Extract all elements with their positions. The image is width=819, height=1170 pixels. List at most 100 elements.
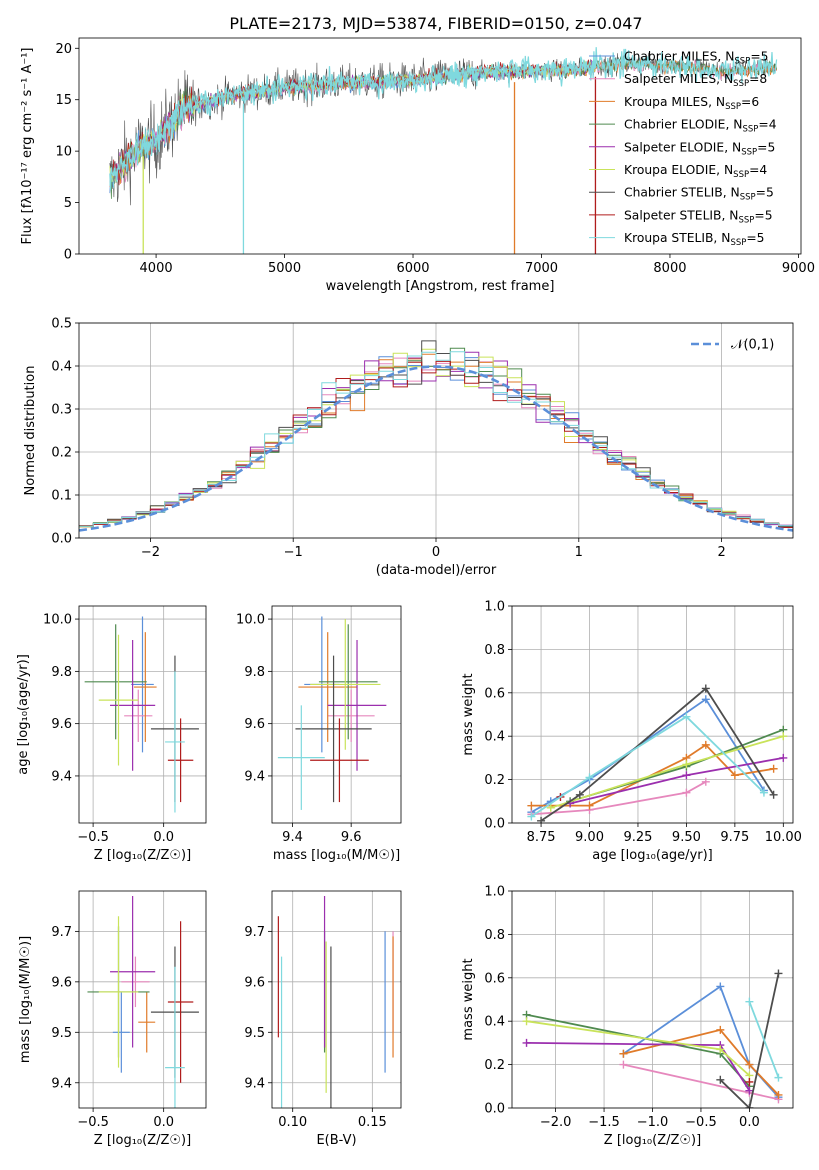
weight-marker — [527, 801, 536, 810]
y-tick-label: 9.4 — [244, 769, 265, 784]
weight-marker — [682, 712, 691, 721]
y-tick-label: 9.6 — [244, 975, 265, 990]
weight-marker — [716, 1045, 725, 1054]
panel-residuals: −2 −1 0 1 2 0.0 0.1 0.2 0.3 0.4 0.5 (data-model)/er… — [23, 317, 794, 578]
y-axis-label: Normed distribution — [23, 366, 38, 496]
y-tick-label: 0.8 — [484, 928, 505, 943]
weight-marker — [716, 1025, 725, 1034]
x-tick-label: −0.5 — [685, 1115, 717, 1130]
axes-border — [511, 605, 794, 824]
weight-marker — [779, 732, 788, 741]
weight-series-line — [748, 1001, 780, 1078]
y-tick-label: 9.6 — [51, 975, 72, 990]
weight-series-line — [530, 715, 765, 818]
weight-marker — [745, 1104, 754, 1108]
weight-marker — [701, 777, 710, 786]
y-tick-label: 0.3 — [51, 403, 72, 418]
weight-marker — [745, 997, 754, 1006]
legend-entry: Kroupa ELODIE, NSSP=4 — [624, 163, 767, 180]
panel-mass_vs_ebv: 0.10 0.15 9.4 9.5 9.6 9.7 E(B-V) — [244, 890, 402, 1148]
weight-marker — [546, 803, 555, 812]
x-tick-label: 9.6 — [341, 830, 362, 845]
panel-age_vs_mass: 9.4 9.6 9.4 9.6 9.8 10.0 mass [log₁₀(M/M☉)] — [236, 605, 402, 863]
x-tick-label: −1 — [284, 545, 303, 560]
panel-age_vs_Z: −0.5 0.0 9.4 9.6 9.8 10.0 Z [log₁₀(Z/Z☉)] age [… — [16, 605, 207, 863]
y-tick-label: 0.8 — [484, 643, 505, 658]
x-axis-label: wavelength [Angstrom, rest frame] — [326, 279, 555, 294]
weight-marker — [769, 790, 778, 799]
x-tick-label: 0.15 — [358, 1115, 387, 1130]
y-tick-label: 0.0 — [51, 532, 72, 547]
figure-title: PLATE=2173, MJD=53874, FIBERID=0150, z=0… — [229, 14, 642, 33]
weight-marker — [701, 740, 710, 749]
y-tick-label: 9.5 — [244, 1026, 265, 1041]
y-tick-label: 0.1 — [51, 489, 72, 504]
weight-marker — [522, 1017, 531, 1026]
y-tick-label: 1.0 — [484, 885, 505, 900]
y-tick-label: 9.8 — [51, 665, 72, 680]
y-axis-label: Flux [fλ10⁻¹⁷ erg cm⁻² s⁻¹ A⁻¹] — [20, 48, 35, 245]
y-tick-label: 0.2 — [484, 773, 505, 788]
x-tick-label: 9.25 — [623, 830, 652, 845]
y-axis-label: mass weight — [461, 673, 476, 755]
y-tick-label: 0.4 — [51, 360, 72, 375]
weight-marker — [730, 771, 739, 780]
weight-marker — [619, 1049, 628, 1058]
y-tick-label: 9.4 — [51, 769, 72, 784]
x-axis-label: (data-model)/error — [376, 563, 497, 578]
axes-border — [78, 605, 207, 824]
y-tick-label: 0.0 — [484, 817, 505, 832]
weight-marker — [527, 812, 536, 821]
x-tick-label: 10.00 — [765, 830, 802, 845]
panel-mass_vs_Z: −0.5 0.0 9.4 9.5 9.6 9.7 Z [log₁₀(Z/Z☉)] mass [… — [18, 890, 207, 1148]
legend-entry: Kroupa STELIB, NSSP=5 — [624, 231, 765, 248]
x-tick-label: 1 — [575, 545, 583, 560]
y-axis-label: mass weight — [461, 958, 476, 1040]
weight-series-line — [540, 687, 775, 822]
x-axis-label: mass [log₁₀(M/M☉)] — [273, 848, 400, 863]
legend-entry: Salpeter STELIB, NSSP=5 — [624, 208, 773, 225]
y-tick-label: 10 — [55, 145, 72, 160]
weight-marker — [716, 982, 725, 991]
y-tick-label: 9.5 — [51, 1026, 72, 1041]
y-tick-label: 9.7 — [51, 925, 72, 940]
x-tick-label: 7000 — [525, 261, 558, 276]
weight-marker — [619, 1060, 628, 1069]
weight-marker — [701, 684, 710, 693]
plot-area — [84, 616, 199, 813]
weight-marker — [779, 753, 788, 762]
y-tick-label: 10.0 — [236, 613, 265, 628]
y-tick-label: 0.6 — [484, 686, 505, 701]
x-axis-label: Z [log₁₀(Z/Z☉)] — [94, 848, 191, 863]
weight-series-line — [531, 743, 774, 807]
weight-marker — [575, 790, 584, 799]
weight-series-line — [531, 781, 707, 816]
x-tick-label: 9.75 — [720, 830, 749, 845]
y-tick-label: 9.7 — [244, 925, 265, 940]
x-tick-label: 0.10 — [278, 1115, 307, 1130]
x-axis-label: E(B-V) — [316, 1133, 356, 1148]
panel-weight_vs_Z: −2.0 −1.5 −1.0 −0.5 0.0 0.0 0.2 0.4 0.6 0.8 1.0 Z [… — [461, 885, 794, 1148]
axes-frame: 4000 5000 6000 7000 8000 9000 0 5 10 15 20 waveleng… — [20, 37, 815, 294]
weight-marker — [585, 773, 594, 782]
spectrum-model-line — [109, 59, 596, 185]
legend-entry: Kroupa MILES, NSSP=6 — [624, 95, 759, 112]
weight-marker — [774, 1090, 783, 1099]
axes-frame: −2 −1 0 1 2 0.0 0.1 0.2 0.3 0.4 0.5 (data-model)/er… — [23, 317, 794, 578]
plot-area — [109, 47, 778, 254]
plot-area — [277, 616, 387, 810]
panel-spectrum: 4000 5000 6000 7000 8000 9000 0 5 10 15 20 waveleng… — [20, 37, 815, 294]
legend-entry: Salpeter MILES, NSSP=8 — [624, 72, 767, 89]
y-axis-label: mass [log₁₀(M/M☉)] — [18, 936, 33, 1063]
axes-border — [271, 890, 402, 1109]
plot-area — [527, 684, 788, 823]
weight-marker — [682, 771, 691, 780]
y-tick-label: 20 — [55, 42, 72, 57]
x-axis-label: Z [log₁₀(Z/Z☉)] — [94, 1133, 191, 1148]
legend: Chabrier MILES, NSSP=5 Salpeter MILES, NS… — [589, 50, 777, 248]
axes-frame: 0.10 0.15 9.4 9.5 9.6 9.7 E(B-V) — [244, 890, 402, 1148]
x-tick-label: 0 — [432, 545, 440, 560]
legend-entry: Chabrier MILES, NSSP=5 — [624, 50, 768, 67]
x-tick-label: 4000 — [140, 261, 173, 276]
x-tick-label: 2 — [717, 545, 725, 560]
